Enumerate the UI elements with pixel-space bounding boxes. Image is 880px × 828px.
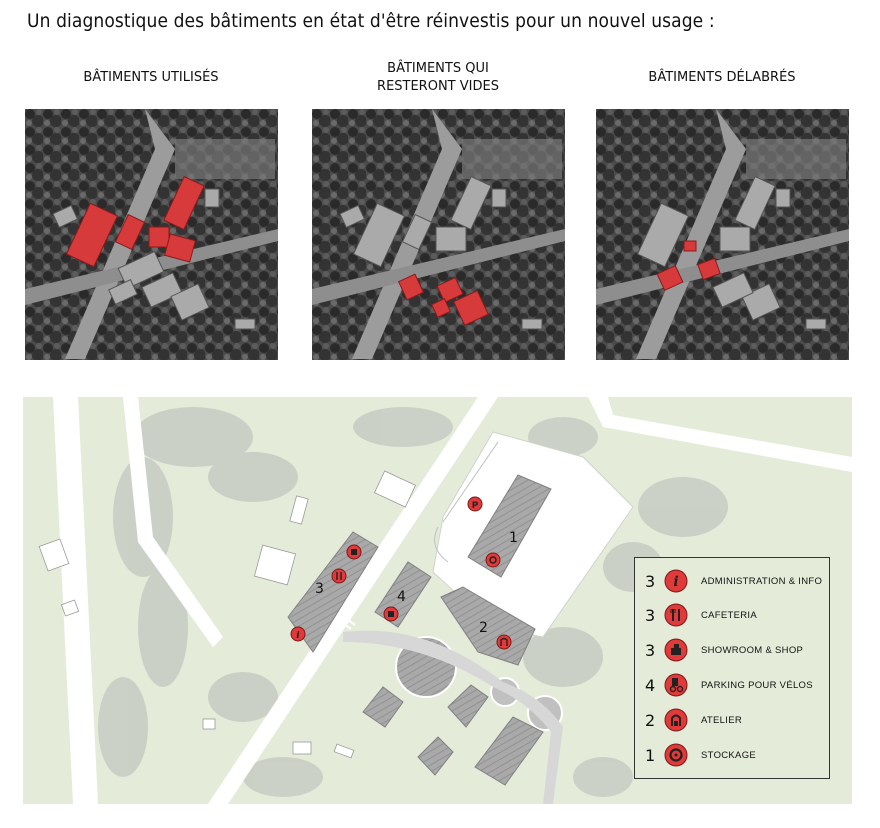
map-marker-cafeteria (331, 568, 347, 584)
legend-label: ATELIER (701, 715, 742, 726)
legend-label: ADMINISTRATION & INFO (701, 576, 823, 587)
storage-icon (664, 743, 688, 767)
legend-item: 2 ATELIER (634, 706, 830, 736)
building-number-2: 2 (479, 620, 488, 636)
legend-label: STOCKAGE (701, 750, 757, 761)
map-marker-bike (383, 606, 399, 622)
map-marker-workshop (496, 634, 512, 650)
panel-title-dilapidated: BÂTIMENTS DÉLABRÉS (596, 69, 848, 87)
building-number-3: 3 (315, 581, 324, 597)
panel-title-empty-line1: BÂTIMENTS QUI (387, 61, 489, 76)
panel-title-empty-line2: RESTERONT VIDES (377, 79, 499, 94)
map-marker-showroom (346, 544, 362, 560)
legend-list: 3 i ADMINISTRATION & INFO 3 CAFETERIA 3 … (634, 557, 830, 779)
legend-count: 2 (645, 711, 656, 730)
aerial-photo-empty (312, 109, 565, 360)
legend-count: 3 (645, 641, 656, 660)
shop-icon (664, 638, 688, 662)
legend-item: 3 SHOWROOM & SHOP (634, 636, 830, 666)
info-icon: i (664, 569, 688, 593)
cutlery-icon (664, 603, 688, 627)
building-number-4: 4 (397, 589, 406, 605)
svg-text:i: i (296, 631, 300, 641)
svg-text:i: i (673, 574, 678, 590)
aerial-photo-dilapidated (596, 109, 849, 360)
bike-parking-icon (664, 673, 688, 697)
panel-title-empty: BÂTIMENTS QUI RESTERONT VIDES (312, 60, 564, 96)
legend-count: 1 (645, 746, 656, 765)
panel-title-dilapidated-line1: BÂTIMENTS DÉLABRÉS (648, 70, 796, 85)
legend-item: 3 i ADMINISTRATION & INFO (634, 567, 830, 597)
legend-label: SHOWROOM & SHOP (701, 645, 804, 656)
workshop-icon (664, 708, 688, 732)
map-marker-storage (485, 552, 501, 568)
legend-count: 3 (645, 572, 656, 591)
legend-item: 3 CAFETERIA (634, 601, 830, 631)
panel-title-used: BÂTIMENTS UTILISÉS (25, 69, 277, 87)
legend-label: CAFETERIA (701, 610, 758, 621)
page-title: Un diagnostique des bâtiments en état d'… (27, 10, 715, 32)
map-legend (634, 557, 830, 779)
legend-count: 3 (645, 606, 656, 625)
legend-item: 1 STOCKAGE (634, 741, 830, 771)
panel-title-used-line1: BÂTIMENTS UTILISÉS (83, 70, 219, 85)
building-number-1: 1 (509, 530, 518, 546)
aerial-photo-used (25, 109, 278, 360)
legend-label: PARKING POUR VÉLOS (701, 680, 813, 691)
map-marker-info: i (290, 626, 306, 642)
legend-count: 4 (645, 676, 656, 695)
svg-text:P: P (472, 501, 479, 511)
map-marker-parking: P (467, 496, 483, 512)
legend-item: 4 PARKING POUR VÉLOS (634, 671, 830, 701)
